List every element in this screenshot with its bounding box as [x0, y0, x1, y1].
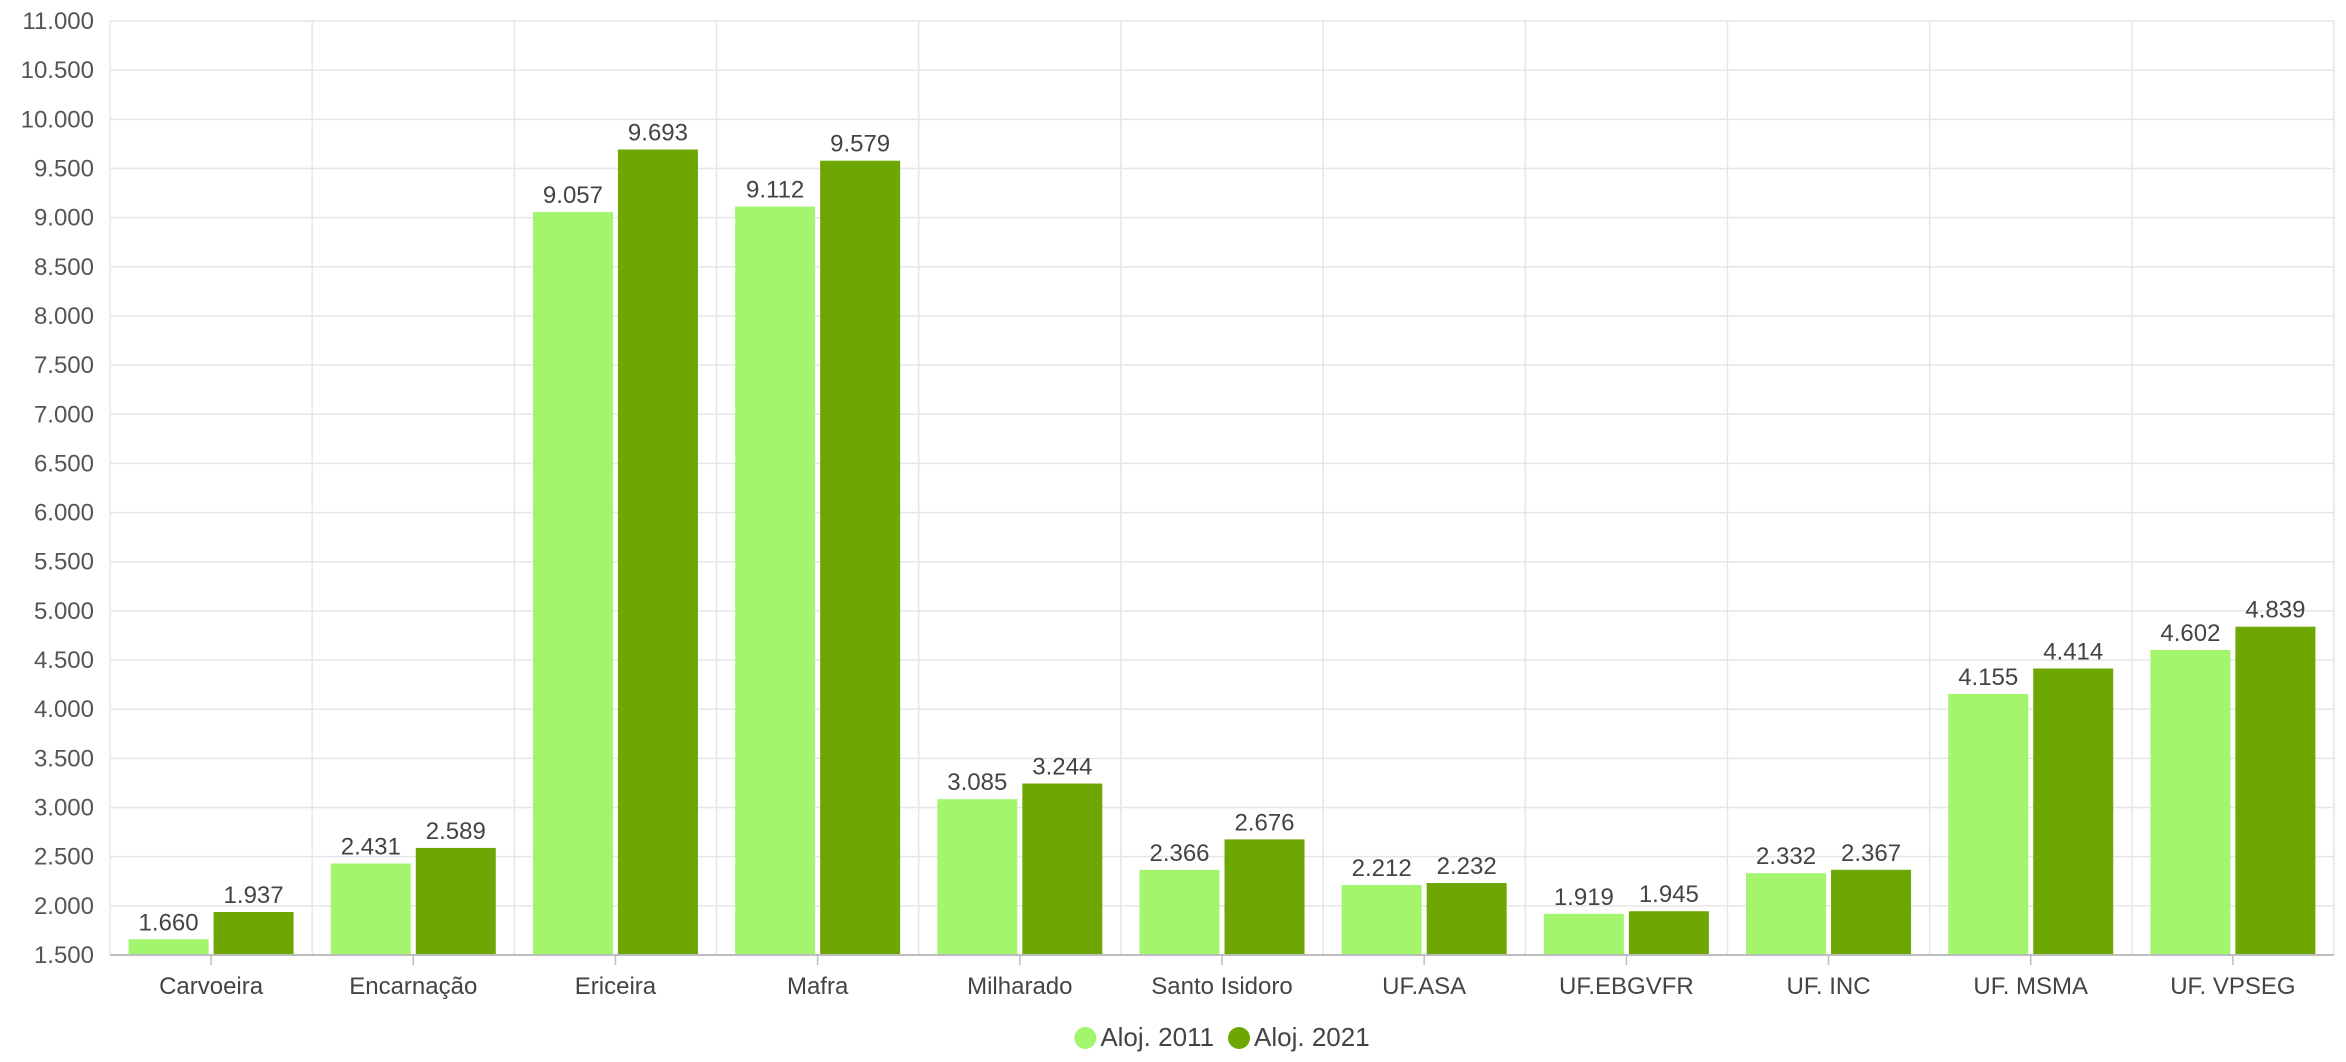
x-tick-label: Santo Isidoro	[1151, 973, 1292, 1000]
data-label: 4.155	[1958, 664, 2018, 691]
bar-2021[interactable]	[1224, 839, 1305, 955]
data-label: 4.414	[2043, 639, 2103, 666]
y-tick-label: 4.000	[34, 696, 94, 723]
x-tick-label: UF.EBGVFR	[1559, 973, 1694, 1000]
x-tick-label: UF.ASA	[1382, 973, 1466, 1000]
bar-2011[interactable]	[2150, 650, 2231, 955]
legend[interactable]: Aloj. 2011 Aloj. 2021	[1074, 1022, 1370, 1052]
grid-layer	[109, 20, 2335, 956]
x-tick-label: Carvoeira	[159, 973, 264, 1000]
legend-marker	[1074, 1027, 1097, 1049]
bars-layer: 1.660 1.937 2.431 2.589 9.057 9.693 9.112 9.579…	[128, 119, 2316, 956]
data-label: 2.232	[1437, 853, 1497, 880]
y-tick-label: 2.500	[34, 844, 94, 871]
y-tick-label: 2.000	[34, 893, 94, 920]
x-axis: Carvoeira Encarnação Ericeira Mafra Milharad…	[110, 954, 2334, 1000]
data-label: 9.057	[543, 182, 603, 209]
y-tick-label: 5.000	[34, 598, 94, 625]
data-label: 1.660	[139, 909, 199, 936]
legend-marker	[1228, 1027, 1251, 1049]
x-tick-label: Milharado	[967, 973, 1072, 1000]
bar-2021[interactable]	[1628, 911, 1709, 955]
y-tick-label: 7.000	[34, 401, 94, 428]
y-tick-label: 5.500	[34, 549, 94, 576]
y-tick-label: 8.000	[34, 303, 94, 330]
y-tick-label: 6.000	[34, 500, 94, 527]
bar-2021[interactable]	[1831, 869, 1912, 955]
bar-2011[interactable]	[1948, 693, 2029, 955]
data-label: 2.676	[1234, 809, 1294, 836]
legend-label: Aloj. 2021	[1254, 1022, 1370, 1052]
data-label: 9.579	[830, 131, 890, 158]
data-label: 3.244	[1032, 754, 1092, 781]
y-tick-label: 3.000	[34, 795, 94, 822]
bar-2011[interactable]	[1139, 869, 1220, 955]
y-tick-label: 10.000	[21, 106, 94, 133]
data-label: 2.431	[341, 833, 401, 860]
y-tick-label: 8.500	[34, 254, 94, 281]
bar-2011[interactable]	[937, 799, 1018, 955]
data-label: 4.602	[2160, 620, 2220, 647]
legend-label: Aloj. 2011	[1100, 1022, 1214, 1052]
y-tick-label: 9.500	[34, 155, 94, 182]
bar-2021[interactable]	[1022, 783, 1103, 955]
y-tick-label: 9.000	[34, 205, 94, 232]
bar-2021[interactable]	[617, 149, 698, 956]
x-tick-label: Mafra	[787, 973, 849, 1000]
data-label: 1.937	[224, 882, 284, 909]
bar-2021[interactable]	[2033, 668, 2114, 955]
bar-2021[interactable]	[2235, 626, 2316, 955]
bar-2011[interactable]	[532, 212, 613, 955]
x-tick-label: UF. MSMA	[1973, 973, 2088, 1000]
bar-2021[interactable]	[820, 160, 901, 956]
data-label: 2.366	[1149, 840, 1209, 867]
y-tick-label: 6.500	[34, 450, 94, 477]
legend-item-2011[interactable]: Aloj. 2011	[1074, 1022, 1214, 1052]
bar-2011[interactable]	[1341, 884, 1422, 955]
y-tick-label: 7.500	[34, 352, 94, 379]
data-label: 2.367	[1841, 840, 1901, 867]
data-label: 9.693	[628, 119, 688, 146]
bar-2011[interactable]	[1746, 873, 1827, 955]
data-label: 2.212	[1352, 855, 1412, 882]
x-tick-label: Ericeira	[575, 973, 657, 1000]
bar-2021[interactable]	[1426, 883, 1507, 955]
data-label: 9.112	[746, 177, 804, 204]
data-label: 1.945	[1639, 881, 1699, 908]
x-tick-label: UF. INC	[1787, 973, 1871, 1000]
data-label: 1.919	[1554, 884, 1614, 911]
x-tick-label: UF. VPSEG	[2170, 973, 2295, 1000]
bar-2011[interactable]	[330, 863, 411, 955]
y-tick-label: 10.500	[21, 57, 94, 84]
legend-item-2021[interactable]: Aloj. 2021	[1228, 1022, 1370, 1052]
x-tick-label: Encarnação	[349, 973, 477, 1000]
data-label: 4.839	[2245, 597, 2305, 624]
data-label: 2.332	[1756, 843, 1816, 870]
y-tick-label: 4.500	[34, 647, 94, 674]
bar-2021[interactable]	[213, 912, 294, 955]
y-tick-label: 1.500	[34, 942, 94, 969]
y-tick-label: 11.000	[22, 8, 94, 35]
y-axis: 1.500 2.000 2.500 3.000 3.500 4.000 4.500 5.000…	[21, 8, 94, 969]
data-label: 3.085	[947, 769, 1007, 796]
bar-2011[interactable]	[735, 206, 816, 955]
bar-2011[interactable]	[128, 939, 209, 955]
bar-2011[interactable]	[1543, 913, 1624, 955]
data-label: 2.589	[426, 818, 486, 845]
y-tick-label: 3.500	[34, 745, 94, 772]
bar-2021[interactable]	[415, 847, 496, 955]
